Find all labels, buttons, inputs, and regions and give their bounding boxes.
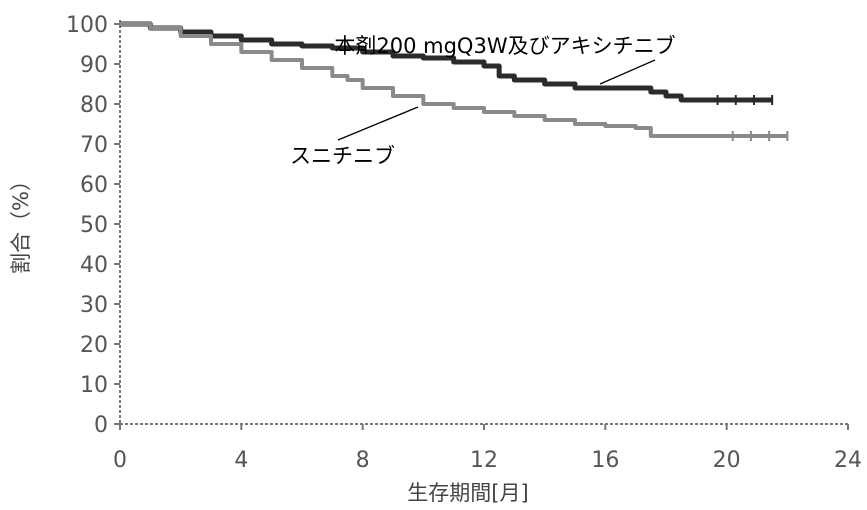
series-line-sunitinib	[120, 22, 788, 138]
y-tick-label: 0	[94, 413, 108, 438]
x-tick-label: 20	[713, 448, 741, 473]
x-tick-label: 12	[470, 448, 498, 473]
series-layer	[120, 21, 789, 141]
tick-marks: 0 4 8 12 16 20 24 0 10 20 30 40 50 60 70 80 90 100	[66, 13, 862, 473]
annotation-leader-sunitinib	[337, 106, 419, 141]
y-tick-label: 60	[80, 173, 108, 198]
y-tick-label: 80	[80, 93, 108, 118]
y-axis-title: 割合（%）	[9, 170, 33, 274]
axes	[119, 20, 848, 425]
x-tick-label: 4	[234, 448, 248, 473]
annotation-label-sunitinib: スニチニブ	[290, 144, 395, 168]
annotation-label-combo: 本剤200 mgQ3W及びアキシチニブ	[334, 34, 675, 58]
y-tick-label: 10	[80, 373, 108, 398]
series-line-combo	[120, 21, 773, 103]
y-tick-label: 30	[80, 293, 108, 318]
y-tick-label: 90	[80, 53, 108, 78]
y-tick-label: 70	[80, 133, 108, 158]
annotation-layer: 本剤200 mgQ3W及びアキシチニブ スニチニブ	[290, 34, 676, 168]
x-tick-label: 0	[113, 448, 127, 473]
annotation-leader-combo	[599, 59, 656, 85]
y-tick-label: 50	[80, 213, 108, 238]
x-tick-label: 24	[834, 448, 862, 473]
y-tick-label: 40	[80, 253, 108, 278]
x-tick-label: 8	[356, 448, 370, 473]
x-tick-label: 16	[591, 448, 619, 473]
y-tick-label: 100	[66, 13, 108, 38]
y-tick-label: 20	[80, 333, 108, 358]
x-axis-title: 生存期間[月]	[407, 481, 528, 505]
